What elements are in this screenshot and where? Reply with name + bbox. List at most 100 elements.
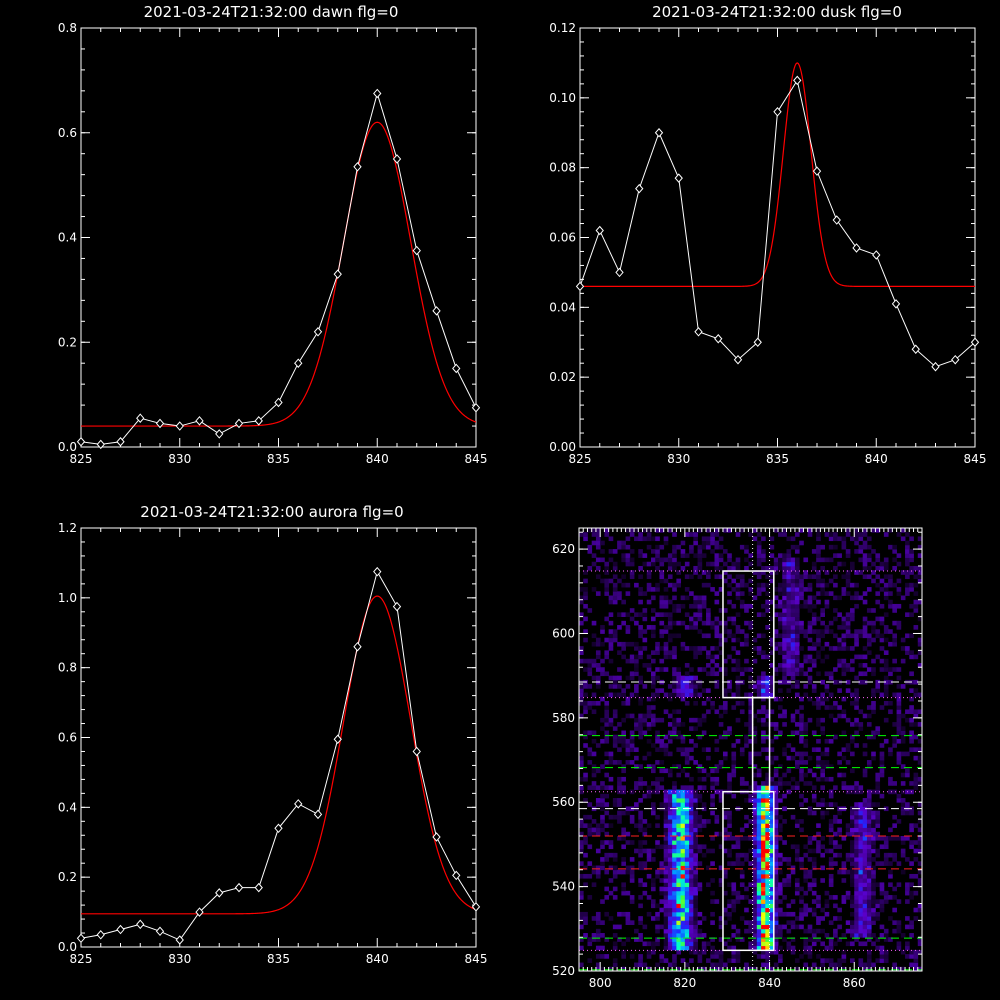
heatmap-cell xyxy=(735,684,741,689)
heatmap-cell xyxy=(693,536,698,542)
heatmap-cell xyxy=(672,709,677,715)
heatmap-cell xyxy=(845,717,851,723)
heatmap-cell xyxy=(701,806,707,812)
heatmap-cell xyxy=(769,861,775,866)
heatmap-cell xyxy=(617,738,622,744)
heatmap-cell xyxy=(888,852,893,858)
heatmap-cell xyxy=(837,916,842,921)
heatmap-cell xyxy=(684,625,690,630)
heatmap-cell xyxy=(794,890,800,896)
heatmap-cell xyxy=(689,937,694,942)
heatmap-cell xyxy=(684,675,690,681)
heatmap-cell xyxy=(659,958,665,963)
heatmap-cell xyxy=(663,540,669,546)
heatmap-cell xyxy=(600,764,605,769)
heatmap-cell xyxy=(858,890,864,896)
heatmap-cell xyxy=(778,620,783,626)
heatmap-cell xyxy=(854,895,859,900)
heatmap-cell xyxy=(663,928,669,934)
heatmap-cell xyxy=(583,743,588,748)
heatmap-cell xyxy=(689,620,694,626)
heatmap-cell xyxy=(752,637,758,643)
heatmap-cell xyxy=(634,528,639,533)
heatmap-cell xyxy=(587,549,593,554)
heatmap-cell xyxy=(850,903,855,909)
heatmap-cell xyxy=(871,730,876,736)
heatmap-cell xyxy=(727,654,732,660)
heatmap-cell xyxy=(739,578,745,584)
heatmap-cell xyxy=(672,675,677,681)
heatmap-cell xyxy=(845,553,851,558)
heatmap-cell xyxy=(663,802,669,807)
heatmap-cell xyxy=(896,835,902,841)
heatmap-cell xyxy=(892,603,897,609)
heatmap-cell xyxy=(693,625,698,630)
heatmap-cell xyxy=(722,620,728,626)
heatmap-cell xyxy=(871,819,876,824)
heatmap-cell xyxy=(807,768,813,774)
heatmap-cell xyxy=(778,633,783,639)
heatmap-cell xyxy=(858,835,864,841)
heatmap-cell xyxy=(667,857,673,862)
heatmap-cell xyxy=(883,895,889,900)
heatmap-cell xyxy=(803,781,809,786)
heatmap-cell xyxy=(858,654,864,660)
heatmap-cell xyxy=(680,595,686,601)
heatmap-cell xyxy=(862,852,868,858)
heatmap-cell xyxy=(583,823,588,828)
heatmap-cell xyxy=(667,907,673,913)
heatmap-cell xyxy=(604,561,610,567)
heatmap-cell xyxy=(583,865,588,871)
heatmap-cell xyxy=(739,781,745,786)
heatmap-cell xyxy=(667,819,673,824)
heatmap-cell xyxy=(811,612,817,617)
heatmap-cell xyxy=(845,831,851,837)
heatmap-cell xyxy=(718,574,724,580)
heatmap-cell xyxy=(701,966,707,972)
heatmap-cell xyxy=(693,603,698,609)
heatmap-cell xyxy=(862,561,868,567)
heatmap-cell xyxy=(595,557,601,563)
heatmap-cell xyxy=(794,570,800,575)
heatmap-cell xyxy=(672,587,677,592)
heatmap-cell xyxy=(689,848,694,854)
heatmap-cell xyxy=(625,937,631,942)
heatmap-cell xyxy=(727,781,732,786)
heatmap-cell xyxy=(769,886,775,892)
heatmap-cell xyxy=(761,911,766,917)
heatmap-cell xyxy=(854,717,859,723)
heatmap-cell xyxy=(773,785,779,790)
heatmap-cell xyxy=(684,920,690,925)
heatmap-cell xyxy=(659,595,665,601)
heatmap-cell xyxy=(824,582,830,588)
heatmap-cell xyxy=(634,928,639,934)
heatmap-cell xyxy=(638,827,643,833)
heatmap-cell xyxy=(769,916,775,921)
heatmap-cell xyxy=(811,603,817,609)
heatmap-cell xyxy=(735,844,741,850)
heatmap-cell xyxy=(731,760,737,765)
heatmap-cell xyxy=(778,911,783,917)
heatmap-cell xyxy=(756,688,762,693)
heatmap-cell xyxy=(782,654,787,660)
heatmap-cell xyxy=(629,869,635,875)
heatmap-cell xyxy=(854,591,859,596)
heatmap-cell xyxy=(879,945,885,951)
heatmap-cell xyxy=(866,544,872,550)
heatmap-cell xyxy=(655,565,660,571)
heatmap-cell xyxy=(833,852,838,858)
heatmap-cell xyxy=(909,810,914,816)
heatmap-cell xyxy=(604,760,610,765)
heatmap-cell xyxy=(650,878,656,883)
heatmap-cell xyxy=(866,760,872,765)
heatmap-cell xyxy=(756,861,762,866)
heatmap-cell xyxy=(820,700,825,706)
heatmap-cell xyxy=(778,945,783,951)
heatmap-cell xyxy=(765,827,770,833)
heatmap-cell xyxy=(617,747,622,753)
heatmap-cell xyxy=(794,557,800,563)
heatmap-cell xyxy=(608,629,614,634)
heatmap-cell xyxy=(672,835,677,841)
heatmap-cell xyxy=(629,528,635,533)
heatmap-cell xyxy=(862,857,868,862)
